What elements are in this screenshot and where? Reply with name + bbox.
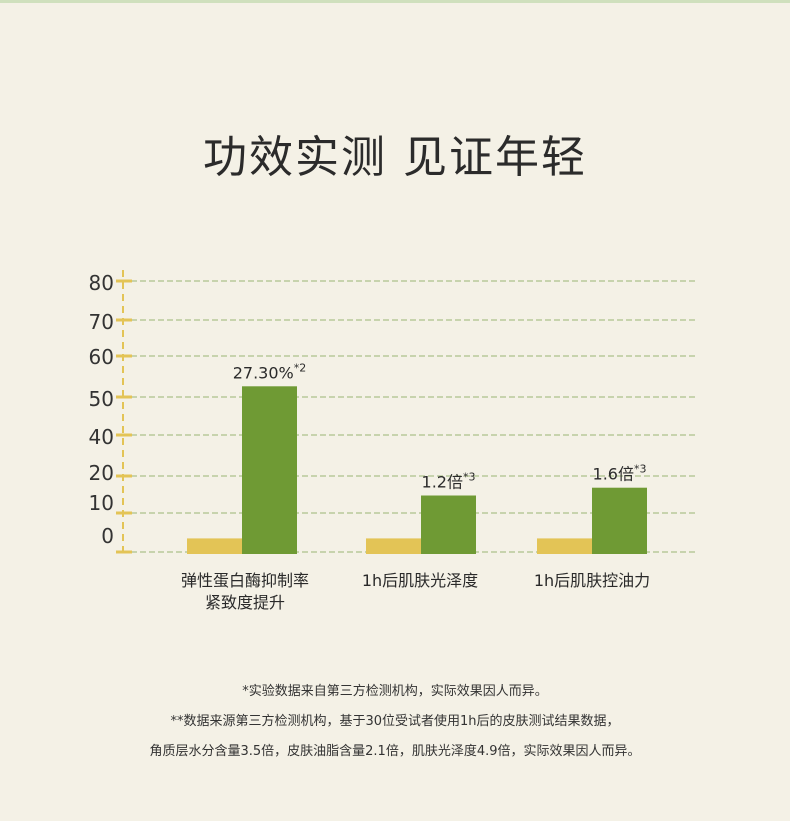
bar-result xyxy=(421,495,476,554)
footnote: **数据来源第三方检测机构，基于30位受试者使用1h后的皮肤测试结果数据， xyxy=(170,714,620,729)
y-tick-label: 50 xyxy=(89,387,114,411)
y-tick-label: 70 xyxy=(89,310,114,334)
y-tick-label: 60 xyxy=(89,345,114,369)
bar-result xyxy=(592,487,647,554)
bar-baseline xyxy=(366,538,421,554)
category-label-line: 1h后肌肤控油力 xyxy=(533,571,651,590)
category-label-line: 紧致度提升 xyxy=(204,593,285,612)
y-tick-label: 0 xyxy=(101,524,114,548)
page-title: 功效实测 见证年轻 xyxy=(203,132,587,183)
category-label-elastin: 弹性蛋白酶抑制率 紧致度提升 xyxy=(170,570,320,614)
y-tick-label: 40 xyxy=(89,425,114,449)
bar-baseline xyxy=(537,538,592,554)
data-label: 1.2倍*3 xyxy=(422,471,476,492)
category-label-line: 弹性蛋白酶抑制率 xyxy=(180,571,309,590)
category-label-line: 1h后肌肤光泽度 xyxy=(361,571,479,590)
category-label-gloss: 1h后肌肤光泽度 xyxy=(345,570,495,592)
category-label-oil: 1h后肌肤控油力 xyxy=(517,570,667,592)
y-tick-label: 80 xyxy=(89,271,114,295)
bar-result xyxy=(242,386,297,554)
footnote: 角质层水分含量3.5倍，皮肤油脂含量2.1倍，肌肤光泽度4.9倍，实际效果因人而… xyxy=(149,744,641,759)
y-tick-label: 20 xyxy=(89,461,114,485)
footnote: *实验数据来自第三方检测机构，实际效果因人而异。 xyxy=(242,684,548,699)
top-border xyxy=(0,0,790,3)
y-tick-label: 10 xyxy=(89,491,114,515)
bar-baseline xyxy=(187,538,242,554)
data-label: 1.6倍*3 xyxy=(593,463,647,484)
data-label: 27.30%*2 xyxy=(233,361,307,382)
